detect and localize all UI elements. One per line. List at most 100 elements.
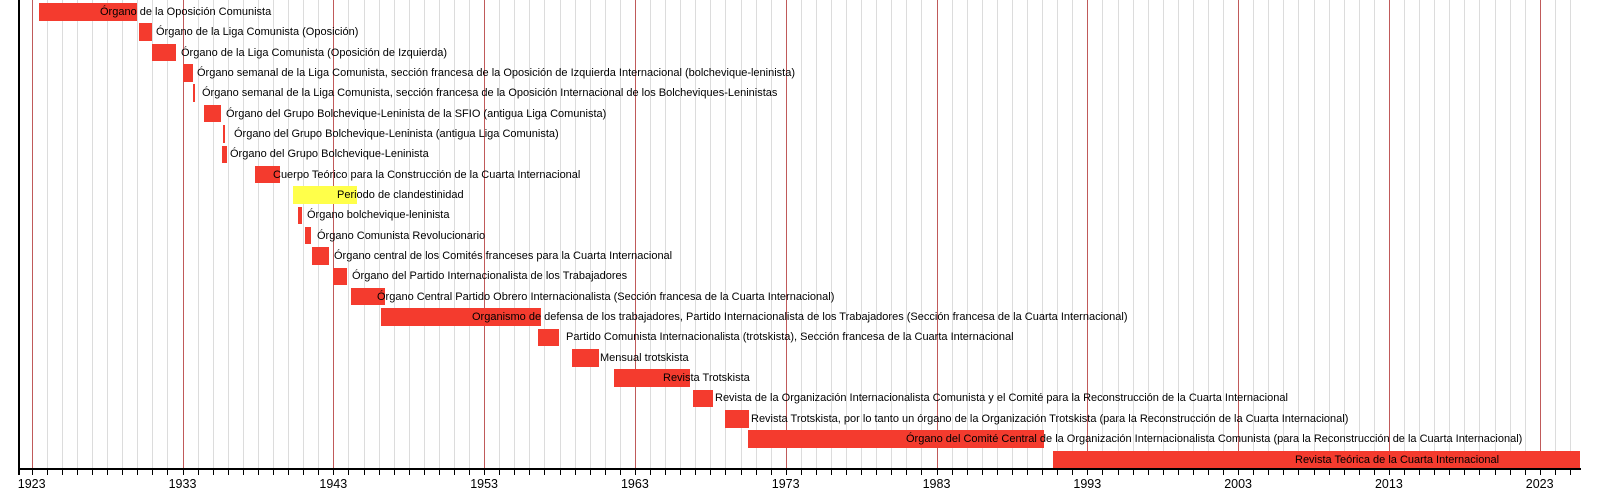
timeline-bar [538,328,560,347]
timeline-bar [221,145,227,163]
axis-tick [393,470,395,475]
gridline-year [167,0,169,468]
gridline-year [61,0,63,468]
gridline-year [589,0,591,468]
axis-tick [1253,470,1255,475]
axis-year-label: 2013 [1374,477,1403,491]
axis-tick [1464,470,1466,475]
gridline-year [604,0,606,468]
axis-tick [574,470,576,475]
gridline-year [981,0,983,468]
gridline-year [544,0,546,468]
bar-label: Órgano del Comité Central de la Organiza… [906,433,1523,446]
axis-tick [906,470,908,475]
timeline-bar [613,369,690,387]
axis-tick [1223,470,1224,475]
gridline-year [1162,0,1164,468]
axis-tick [318,470,320,475]
bar-label: Revista de la Organización Internacional… [715,392,1288,405]
axis-tick [182,470,184,475]
gridline-year [574,0,576,468]
axis-tick [1207,470,1209,475]
axis-tick [1192,470,1194,475]
axis-tick [559,470,561,475]
timeline-bar [693,389,713,408]
axis-year-label: 1983 [922,477,951,491]
gridline-year [1057,0,1059,468]
gridline-year [393,0,395,468]
gridline-year [1253,0,1255,468]
timeline-bar [138,23,153,41]
axis-tick [1524,470,1526,475]
gridline-year [650,0,651,468]
timeline-bar [380,308,541,326]
gridline-year [212,0,214,468]
axis-tick [1554,470,1556,475]
timeline-bar [183,64,194,82]
gridline-year [1027,0,1028,468]
axis-tick [1268,470,1270,475]
axis-tick [438,470,440,475]
axis-tick [499,470,501,475]
gridline-year [1147,0,1149,468]
gridline-year [1102,0,1104,468]
axis-year-label: 1933 [168,477,197,491]
bar-label: Órgano semanal de la Liga Comunista, sec… [202,87,778,100]
axis-tick [288,470,290,475]
gridline-year [1479,0,1481,468]
bar-label: Órgano de la Liga Comunista (Oposición d… [181,46,447,59]
axis-tick [604,470,606,475]
axis-tick [1011,470,1013,475]
gridline-year [378,0,380,468]
gridline-year [227,0,229,468]
axis-tick [710,470,712,475]
gridline-year [1373,0,1375,468]
bar-label: Órgano Central Partido Obrero Internacio… [377,290,835,303]
gridline-year [257,0,259,468]
gridline-year [152,0,154,468]
gridline-year [1192,0,1194,468]
axis-tick [695,470,697,475]
timeline-bar [222,125,225,143]
timeline-bar-highlight [292,186,357,204]
gridline-year [1072,0,1074,468]
axis-tick [363,470,365,475]
gridline-year [725,0,727,468]
gridline-year [1524,0,1526,468]
axis-tick [1509,470,1511,475]
gridline-year [438,0,440,468]
gridline-year [876,0,878,468]
gridline-decade [1388,0,1390,468]
axis-tick [740,470,742,475]
gridline-year [680,0,682,468]
timeline-bar [350,287,386,306]
gridline-year [1494,0,1496,468]
axis-tick [453,470,455,475]
gridline-year [996,0,998,468]
gridline-decade [1238,0,1240,468]
axis-tick [1313,470,1315,475]
timeline-bar [304,226,311,245]
axis-tick [650,470,651,475]
axis-tick [1479,470,1481,475]
axis-tick [408,470,410,475]
axis-tick [665,470,667,475]
bar-label: Órgano bolchevique-leninista [307,209,450,222]
axis-year-label: 1963 [620,477,649,491]
gridline-year [1042,0,1044,468]
gridline-year [1328,0,1330,468]
axis-tick [46,470,48,475]
timeline-bar [1053,450,1580,469]
axis-tick [1147,470,1149,475]
gridline-decade [333,0,335,468]
gridline-year [921,0,923,468]
axis-tick [936,470,938,475]
gridline-year [514,0,516,468]
gridline-year [770,0,772,468]
gridline-year [891,0,893,468]
bar-label: Mensual trotskista [600,351,689,364]
axis-tick [1042,470,1044,475]
timeline-bar [39,3,138,21]
axis-tick [1373,470,1375,475]
bar-label: Órgano del Partido Internacionalista de … [352,270,628,283]
